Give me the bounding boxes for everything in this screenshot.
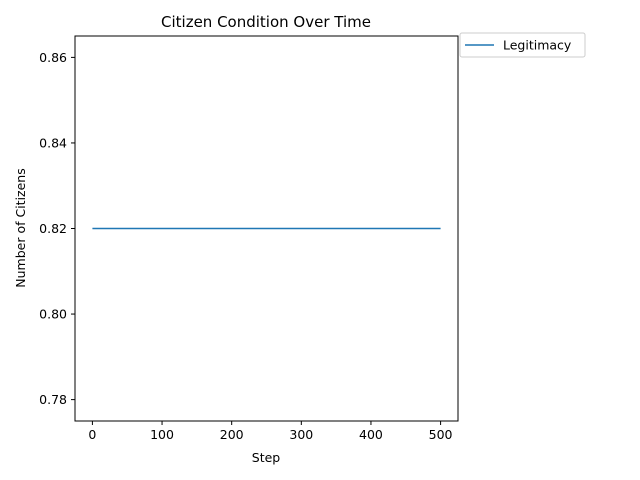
plot-area xyxy=(74,35,459,422)
x-axis-title: Step xyxy=(252,450,281,465)
x-tick-label: 200 xyxy=(220,427,244,442)
y-tick-label: 0.82 xyxy=(39,221,67,236)
x-tick-label: 0 xyxy=(88,427,96,442)
y-tick-label: 0.86 xyxy=(39,50,67,65)
legend-frame xyxy=(459,32,586,58)
y-tick-label: 0.80 xyxy=(39,307,67,322)
chart-title: Citizen Condition Over Time xyxy=(161,13,371,31)
y-axis-title: Number of Citizens xyxy=(13,168,28,287)
x-tick-label: 300 xyxy=(289,427,313,442)
y-tick-label: 0.78 xyxy=(39,392,67,407)
legend: Legitimacy xyxy=(459,32,586,58)
x-tick-label: 500 xyxy=(429,427,453,442)
legend-label-legitimacy: Legitimacy xyxy=(503,38,572,53)
x-tick-label: 400 xyxy=(359,427,383,442)
x-tick-label: 100 xyxy=(150,427,174,442)
y-tick-label: 0.84 xyxy=(39,135,67,150)
y-axis: 0.78 0.80 0.82 0.84 0.86 xyxy=(39,50,75,407)
x-axis: 0 100 200 300 400 500 xyxy=(88,421,453,442)
